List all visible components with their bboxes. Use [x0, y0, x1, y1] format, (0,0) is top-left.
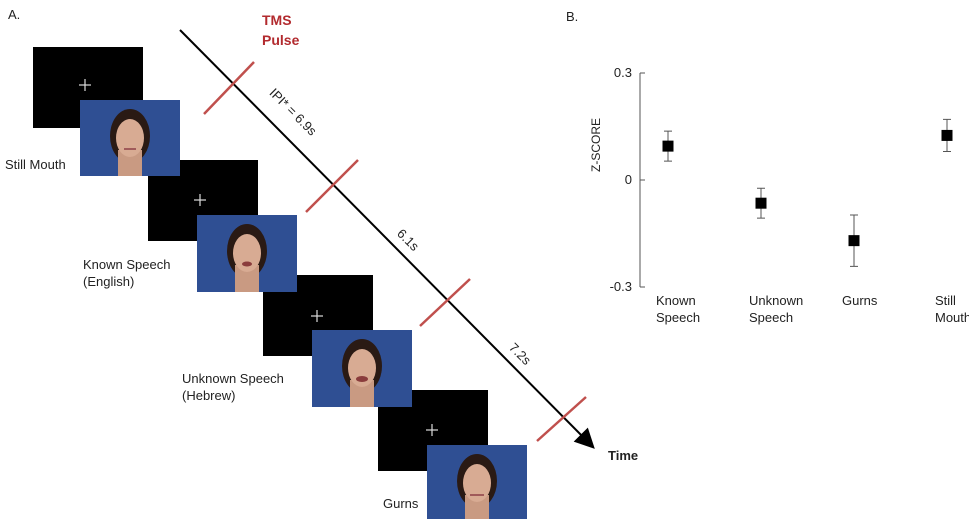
condition-label: (English)	[83, 273, 134, 290]
x-tick-label: Gurns	[842, 292, 900, 309]
y-tick-label: 0	[625, 172, 632, 187]
y-tick-label: -0.3	[610, 279, 632, 294]
y-axis-label: Z-SCORE	[588, 118, 605, 172]
x-tick-label: Unknown Speech	[749, 292, 807, 326]
condition-label: Unknown Speech	[182, 370, 284, 387]
marker	[942, 130, 953, 141]
condition-label: Known Speech	[83, 256, 170, 273]
interval-label: IPI* = 6.9s	[267, 85, 321, 139]
condition-label: (Hebrew)	[182, 387, 235, 404]
x-tick-label: Known Speech	[656, 292, 714, 326]
pulse-label: Pulse	[262, 32, 299, 49]
pulse-label: TMS	[262, 12, 292, 29]
figure: {"panel_a": {"label": "A.", "pulse_line1…	[0, 0, 969, 519]
condition-label: Still Mouth	[5, 156, 66, 173]
condition-label: Gurns	[383, 495, 418, 512]
marker	[663, 141, 674, 152]
panel-label: B.	[566, 8, 578, 25]
x-tick-label: Still Mouth	[935, 292, 969, 326]
chart-b: 0.3 0 -0.3	[610, 65, 953, 294]
marker	[756, 198, 767, 209]
time-label: Time	[608, 447, 638, 464]
marker	[849, 235, 860, 246]
y-tick-label: 0.3	[614, 65, 632, 80]
panel-label: A.	[8, 6, 20, 23]
